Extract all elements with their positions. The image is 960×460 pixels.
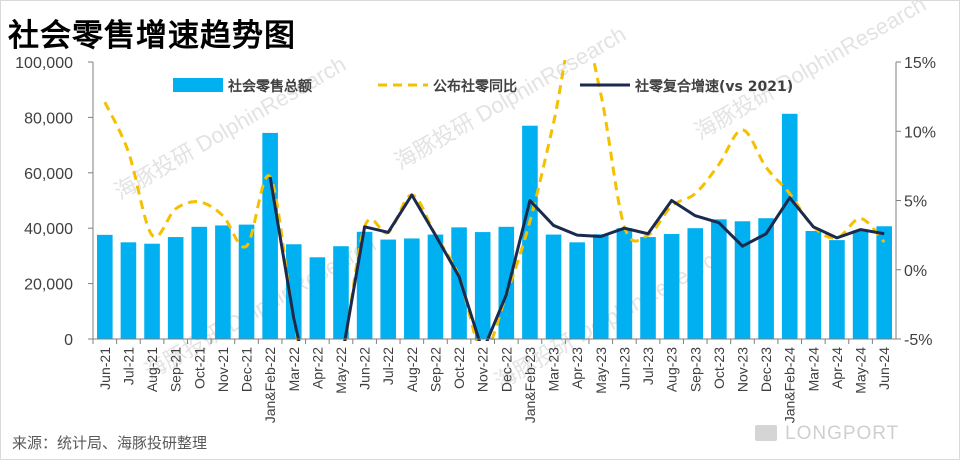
bar-Apr-22: [309, 257, 326, 339]
bar-May-22: [333, 246, 349, 339]
bar-Jan&Feb-22: [262, 132, 278, 339]
x-tick-label-13: Aug-22: [404, 347, 420, 392]
bar-Mar-24: [805, 230, 822, 339]
legend-label-1: 公布社零同比: [433, 78, 517, 95]
x-tick-label-18: Jan&Feb-23: [522, 347, 538, 423]
left-tick-label-4: 80,000: [24, 110, 73, 127]
x-tick-label-0: Jun-21: [97, 347, 113, 390]
bar-Nov-22: [474, 232, 491, 339]
source-note: 来源：统计局、海豚投研整理: [12, 434, 208, 452]
bar-Dec-21: [238, 224, 255, 339]
x-tick-label-14: Sep-22: [427, 347, 443, 392]
bar-Jul-22: [380, 239, 397, 339]
right-tick-label-3: 10%: [904, 124, 936, 141]
x-tick-label-21: May-23: [593, 347, 609, 394]
bar-Nov-21: [215, 225, 231, 339]
x-tick-label-1: Jul-21: [120, 347, 136, 385]
x-tick-label-16: Nov-22: [475, 347, 491, 392]
x-tick-label-19: Mar-23: [546, 347, 562, 392]
x-tick-label-9: Apr-22: [309, 347, 325, 389]
bar-Mar-23: [545, 234, 562, 339]
x-tick-label-2: Aug-21: [144, 347, 160, 392]
x-tick-label-5: Nov-21: [215, 347, 231, 392]
right-tick-label-1: 0%: [904, 263, 927, 280]
x-tick-label-23: Jul-23: [640, 347, 656, 385]
bar-Jan&Feb-23: [522, 125, 538, 340]
bar-Jun-22: [356, 231, 373, 339]
watermark-text: LONGPORT: [785, 423, 900, 444]
right-tick-label-0: -5%: [904, 332, 932, 349]
legend-label-0: 社会零售总额: [227, 78, 312, 95]
x-tick-label-11: Jun-22: [357, 347, 373, 390]
line-compound-growth: [268, 176, 885, 341]
x-tick-label-24: Aug-23: [664, 347, 680, 392]
bar-Jul-21: [120, 242, 137, 339]
bar-Nov-23: [734, 221, 751, 339]
bar-Apr-24: [829, 240, 845, 339]
bar-Aug-23: [663, 234, 680, 339]
bar-Jun-23: [616, 228, 633, 339]
x-tick-label-25: Sep-23: [687, 347, 703, 392]
watermark-text-1: 海豚投研 DolphinResearch: [390, 21, 630, 174]
bar-Aug-22: [404, 238, 420, 339]
chart-title: 社会零售增速趋势图: [8, 18, 296, 54]
x-tick-label-8: Mar-22: [286, 347, 302, 392]
legend-label-2: 社零复合增速(vs 2021): [634, 78, 793, 95]
x-tick-label-20: Apr-23: [569, 347, 585, 389]
x-tick-label-7: Jan&Feb-22: [262, 347, 278, 423]
bar-May-23: [592, 234, 609, 339]
left-tick-label-3: 60,000: [24, 166, 73, 183]
x-tick-label-32: May-24: [853, 347, 869, 394]
bar-series: [97, 113, 892, 340]
bar-Jun-21: [97, 234, 113, 339]
bar-Jan&Feb-24: [781, 113, 798, 339]
left-tick-label-0: 0: [64, 332, 73, 349]
bar-Jul-23: [640, 237, 656, 339]
left-tick-label-5: 100,000: [15, 55, 73, 72]
left-tick-label-1: 20,000: [24, 277, 73, 294]
bar-Aug-21: [144, 243, 160, 339]
line-published-yoy: [103, 60, 886, 341]
x-tick-label-29: Jan&Feb-24: [782, 347, 798, 423]
bar-Sep-23: [687, 228, 704, 339]
x-tick-label-15: Oct-22: [451, 347, 467, 389]
x-tick-label-6: Dec-21: [239, 347, 255, 392]
legend: 社会零售总额 公布社零同比 社零复合增速(vs 2021): [173, 78, 793, 95]
bar-Dec-22: [498, 226, 515, 339]
bar-Mar-22: [285, 244, 302, 339]
x-tick-label-17: Dec-22: [498, 347, 514, 392]
right-tick-label-2: 5%: [904, 194, 927, 211]
logo-icon: [755, 425, 777, 441]
axes: 0 20,000 40,000 60,000 80,000 100,000 -5% 0% 5% 1…: [15, 55, 936, 423]
bar-Oct-23: [711, 219, 727, 339]
bar-Dec-23: [758, 218, 774, 339]
x-tick-label-30: Mar-24: [805, 347, 821, 392]
bar-Sep-22: [427, 234, 444, 339]
watermark-text-0: 海豚投研 DolphinResearch: [110, 51, 350, 204]
watermark-text-2: 海豚投研 DolphinResearch: [690, 0, 930, 144]
x-tick-label-26: Oct-23: [711, 347, 727, 389]
bar-Oct-22: [451, 227, 467, 339]
left-tick-label-2: 40,000: [24, 221, 73, 238]
bar-Oct-21: [191, 226, 208, 339]
x-tick-label-3: Sep-21: [168, 347, 184, 392]
bar-Jun-24: [876, 226, 892, 339]
bar-Sep-21: [167, 237, 184, 339]
line-series: [103, 60, 886, 341]
legend-swatch-bar: [173, 78, 223, 92]
x-tick-label-28: Dec-23: [758, 347, 774, 392]
x-tick-label-22: Jun-23: [616, 347, 632, 390]
x-tick-label-10: May-22: [333, 347, 349, 394]
right-tick-label-4: 15%: [904, 55, 936, 72]
x-tick-label-12: Jul-22: [380, 347, 396, 385]
longport-watermark: LONGPORT: [755, 423, 899, 445]
bar-Apr-23: [569, 242, 585, 339]
x-tick-label-27: Nov-23: [734, 347, 750, 392]
x-tick-label-33: Jun-24: [876, 347, 892, 390]
x-tick-label-31: Apr-24: [829, 347, 845, 389]
bar-May-24: [852, 230, 869, 339]
x-tick-label-4: Oct-21: [191, 347, 207, 389]
